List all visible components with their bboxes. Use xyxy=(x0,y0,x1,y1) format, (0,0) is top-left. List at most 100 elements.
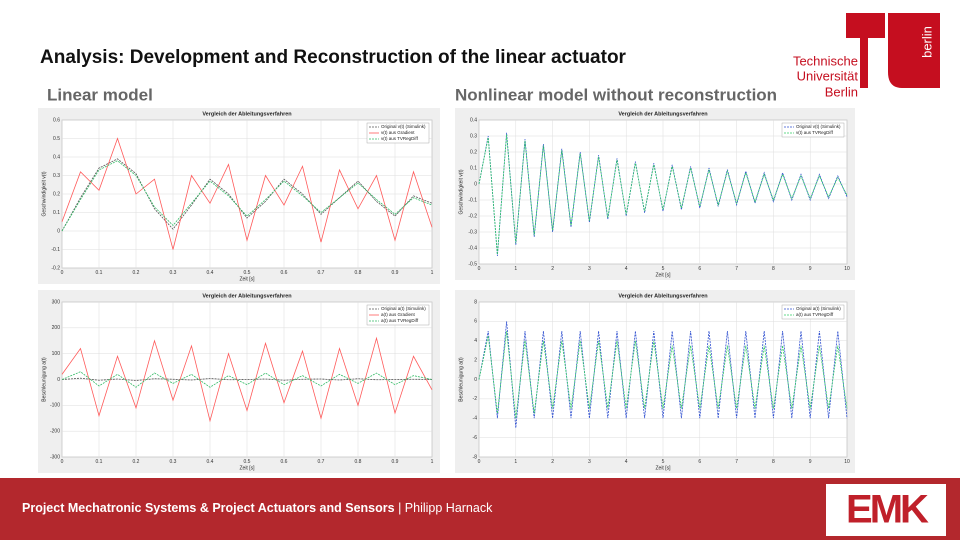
y-tick-label: 0 xyxy=(57,377,60,383)
series-line xyxy=(61,160,433,232)
chart-title: Vergleich der Ableitungsverfahren xyxy=(618,293,708,299)
x-tick-label: 5 xyxy=(662,459,665,465)
x-tick-label: 0.3 xyxy=(170,270,177,276)
x-tick-label: 0.3 xyxy=(170,459,177,465)
footer-project: Project Mechatronic Systems & Project Ac… xyxy=(22,501,395,515)
y-axis-label: Beschleunigung a(t) xyxy=(41,357,47,402)
footer-bar xyxy=(0,478,960,540)
section-title: Nonlinear model without reconstruction xyxy=(455,85,777,104)
x-tick-label: 0.8 xyxy=(355,270,362,276)
legend-label: a(t) aus TVRegDiff xyxy=(381,318,419,323)
legend xyxy=(781,122,845,138)
x-tick-label: 9 xyxy=(809,266,812,272)
logo-text: Universität xyxy=(797,68,859,83)
x-tick-label: 10 xyxy=(844,459,850,465)
x-tick-label: 0.5 xyxy=(244,459,251,465)
chart: Vergleich der Ableitungsverfahren Zeit [s… xyxy=(38,290,440,473)
y-axis-label: Beschleunigung a(t) xyxy=(458,357,464,402)
legend xyxy=(366,304,430,326)
series-line xyxy=(61,336,433,423)
series-line xyxy=(478,134,848,255)
logo-side-text: berlin xyxy=(919,26,934,58)
x-axis-label: Zeit [s] xyxy=(655,272,671,278)
y-tick-label: -200 xyxy=(50,428,60,434)
chart: Vergleich der Ableitungsverfahren Zeit [s… xyxy=(38,108,440,284)
y-tick-label: 0.1 xyxy=(53,210,60,216)
legend-label: v(t) aus Gradient xyxy=(381,130,415,135)
x-tick-label: 1 xyxy=(514,266,517,272)
x-tick-label: 0.9 xyxy=(392,459,399,465)
x-tick-label: 0.4 xyxy=(207,459,214,465)
legend-label: v(t) aus TVRegDiff xyxy=(381,136,419,141)
x-tick-label: 4 xyxy=(625,459,628,465)
y-tick-label: 0.5 xyxy=(53,136,60,142)
y-tick-label: 0.2 xyxy=(470,149,477,155)
series-line xyxy=(61,371,433,388)
x-axis-label: Zeit [s] xyxy=(655,465,671,471)
y-tick-label: -0.2 xyxy=(468,213,477,219)
x-tick-label: 0 xyxy=(478,266,481,272)
legend-label: a(t) aus TVRegDiff xyxy=(796,312,834,317)
section-title: Linear model xyxy=(47,85,153,104)
y-tick-label: -8 xyxy=(473,454,478,460)
y-tick-label: 8 xyxy=(474,299,477,305)
y-tick-label: -100 xyxy=(50,403,60,409)
x-tick-label: 0.2 xyxy=(133,459,140,465)
chart-title: Vergleich der Ableitungsverfahren xyxy=(202,111,292,117)
y-axis-label: Geschwindigkeit v(t) xyxy=(41,171,47,216)
y-tick-label: 100 xyxy=(52,351,61,357)
x-tick-label: 0.8 xyxy=(355,459,362,465)
x-tick-label: 1 xyxy=(431,459,434,465)
slide-title: Analysis: Development and Reconstruction… xyxy=(40,47,627,68)
y-tick-label: 2 xyxy=(474,357,477,363)
y-tick-label: 0.3 xyxy=(470,133,477,139)
x-tick-label: 7 xyxy=(735,266,738,272)
footer-text: Project Mechatronic Systems & Project Ac… xyxy=(22,501,493,515)
legend-label: Original v(t) (Simulink) xyxy=(796,124,841,129)
legend xyxy=(366,122,430,144)
x-tick-label: 5 xyxy=(662,266,665,272)
y-tick-label: -0.1 xyxy=(51,247,60,253)
x-tick-label: 0 xyxy=(478,459,481,465)
y-tick-label: 0.6 xyxy=(53,117,60,123)
y-tick-label: -6 xyxy=(473,435,478,441)
x-tick-label: 7 xyxy=(735,459,738,465)
logo-text: Technische xyxy=(793,53,858,68)
x-tick-label: 8 xyxy=(772,266,775,272)
y-axis-label: Geschwindigkeit v(t) xyxy=(458,169,464,214)
logo-t xyxy=(846,13,885,88)
y-tick-label: 0 xyxy=(474,181,477,187)
footer-author: Philipp Harnack xyxy=(405,501,493,515)
x-tick-label: 2 xyxy=(551,266,554,272)
series-line xyxy=(61,158,433,232)
series-line xyxy=(61,377,433,381)
y-tick-label: -0.4 xyxy=(468,245,477,251)
x-tick-label: 9 xyxy=(809,459,812,465)
chart-title: Vergleich der Ableitungsverfahren xyxy=(202,293,292,299)
emk-logo: EMK xyxy=(846,488,929,532)
x-tick-label: 0 xyxy=(61,459,64,465)
tu-logo: berlin Technische Universität Berlin xyxy=(793,13,940,99)
x-tick-label: 0.7 xyxy=(318,270,325,276)
y-tick-label: 200 xyxy=(52,325,61,331)
y-tick-label: 0.4 xyxy=(53,154,60,160)
y-tick-label: 300 xyxy=(52,299,61,305)
y-tick-label: 0.1 xyxy=(470,165,477,171)
chart: Vergleich der Ableitungsverfahren Zeit [s… xyxy=(455,108,855,280)
series-line xyxy=(478,321,848,428)
y-tick-label: 0.2 xyxy=(53,191,60,197)
x-tick-label: 0.5 xyxy=(244,270,251,276)
x-tick-label: 4 xyxy=(625,266,628,272)
y-tick-label: -2 xyxy=(473,396,478,402)
y-tick-label: -0.2 xyxy=(51,265,60,271)
y-tick-label: 6 xyxy=(474,319,477,325)
y-tick-label: 0 xyxy=(474,377,477,383)
y-tick-label: -0.1 xyxy=(468,197,477,203)
y-tick-label: 0.3 xyxy=(53,173,60,179)
y-tick-label: -0.3 xyxy=(468,229,477,235)
series-line xyxy=(61,137,433,250)
x-tick-label: 0.1 xyxy=(96,270,103,276)
y-tick-label: 4 xyxy=(474,338,477,344)
legend xyxy=(781,304,845,320)
